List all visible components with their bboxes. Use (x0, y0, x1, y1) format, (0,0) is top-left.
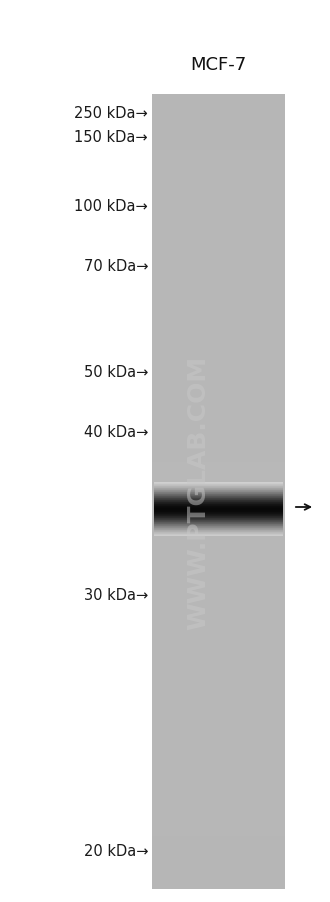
Text: 40 kDa→: 40 kDa→ (83, 425, 148, 440)
Text: 20 kDa→: 20 kDa→ (83, 843, 148, 859)
Text: 70 kDa→: 70 kDa→ (83, 259, 148, 274)
Text: MCF-7: MCF-7 (190, 56, 246, 74)
Text: 150 kDa→: 150 kDa→ (74, 131, 148, 145)
Text: 50 kDa→: 50 kDa→ (83, 365, 148, 380)
Text: 30 kDa→: 30 kDa→ (84, 588, 148, 603)
Text: WWW.PTGLAB.COM: WWW.PTGLAB.COM (186, 355, 211, 629)
Text: 250 kDa→: 250 kDa→ (74, 106, 148, 120)
Text: 100 kDa→: 100 kDa→ (74, 199, 148, 215)
Bar (152, 95, 285, 889)
